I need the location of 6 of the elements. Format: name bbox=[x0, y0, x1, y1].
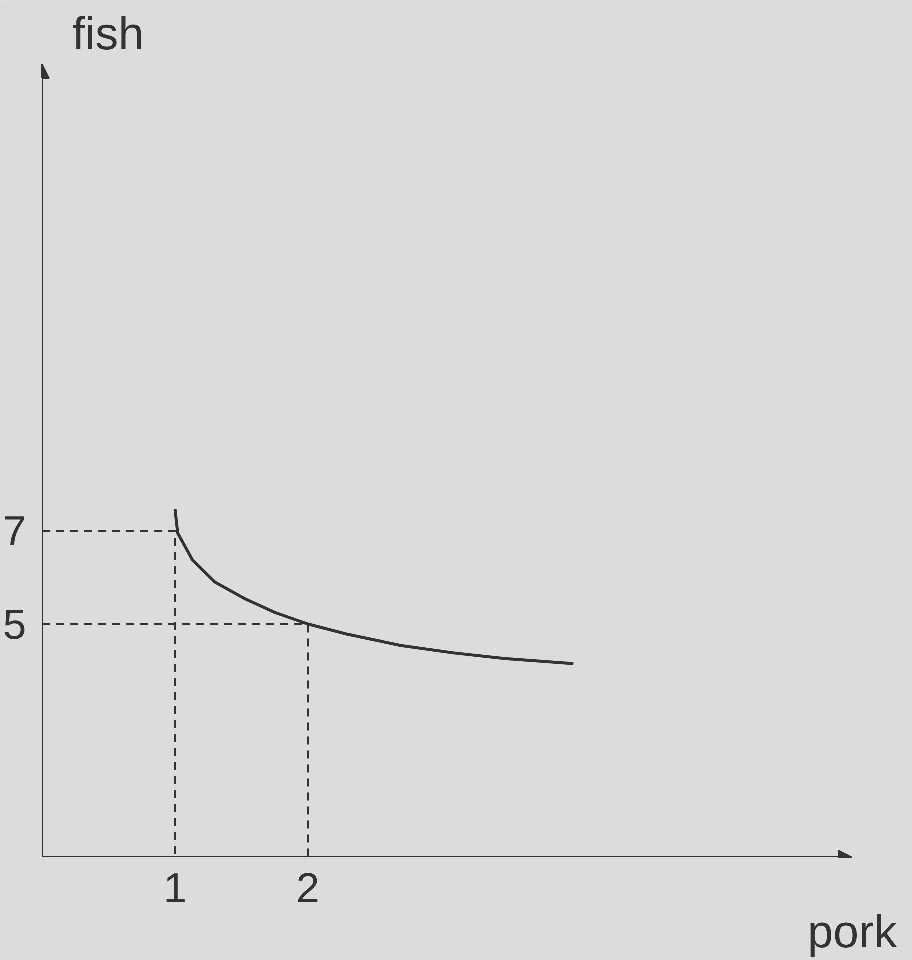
x-axis-title: pork bbox=[808, 906, 898, 958]
x-tick-label: 2 bbox=[296, 864, 320, 912]
y-tick-label: 7 bbox=[3, 507, 26, 554]
x-tick-label: 1 bbox=[164, 864, 187, 912]
y-tick-label: 5 bbox=[3, 600, 26, 648]
y-axis-title: fish bbox=[72, 8, 144, 60]
